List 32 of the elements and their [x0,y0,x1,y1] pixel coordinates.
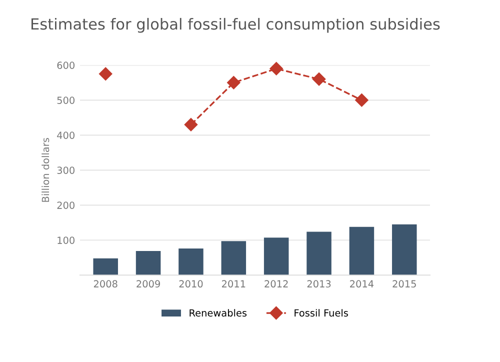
legend-label: Fossil Fuels [294,309,348,317]
bar [306,232,332,276]
point [355,94,368,107]
point [227,76,240,90]
point [184,118,198,132]
x-tick-label: 2008 [94,280,118,288]
y-tick-label: 300 [57,166,74,174]
y-tick-label: 600 [57,62,74,69]
bar [264,238,289,276]
y-tick-label: 200 [57,202,74,209]
point [312,72,326,86]
bar [178,248,204,276]
x-tick-label: 2012 [264,280,288,288]
y-axis-title: Billion dollars [42,138,50,202]
x-tick-label: 2014 [350,280,374,288]
chart-title: Estimates for global fossil-fuel consumption subsidies [32,18,440,33]
x-tick-label: 2010 [179,280,203,288]
point [99,67,112,80]
x-tick-label: 2009 [136,280,160,288]
y-tick-label: 500 [57,96,74,104]
bar [93,258,118,276]
bar [136,250,161,276]
bar [221,241,246,276]
legend-label: Renewables [190,309,247,317]
bar [349,226,374,276]
x-tick-label: 2015 [392,280,416,288]
x-tick-label: 2011 [222,280,246,288]
y-tick-label: 100 [58,236,74,244]
bar [392,224,417,276]
x-tick-label: 2013 [307,280,331,288]
y-tick-label: 400 [57,132,74,139]
point [270,62,283,76]
